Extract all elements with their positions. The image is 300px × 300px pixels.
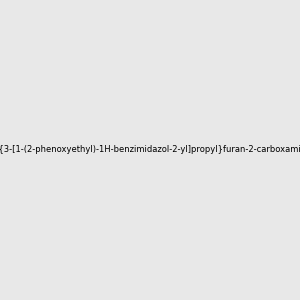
Text: N-{3-[1-(2-phenoxyethyl)-1H-benzimidazol-2-yl]propyl}furan-2-carboxamide: N-{3-[1-(2-phenoxyethyl)-1H-benzimidazol… [0, 146, 300, 154]
